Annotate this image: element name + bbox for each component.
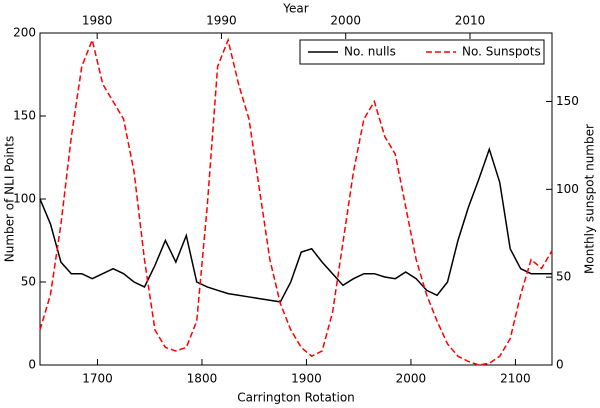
x-tick-label: 2100 [500, 372, 531, 386]
x-axis-label: Carrington Rotation [237, 391, 355, 405]
legend-label: No. nulls [344, 45, 396, 59]
y2-tick-label: 50 [556, 270, 571, 284]
y-tick-label: 150 [13, 109, 36, 123]
x2-axis-label: Year [282, 2, 308, 16]
y2-axis-label: Monthly sunspot number [583, 124, 597, 274]
y-axis-label: Number of NLI Points [3, 136, 17, 262]
y-tick-label: 50 [21, 275, 36, 289]
plot-frame [39, 32, 553, 366]
y2-tick-label: 100 [556, 182, 579, 196]
x-tick-label: 2000 [396, 372, 427, 386]
x-tick-label: 1700 [82, 372, 113, 386]
y-tick-label: 100 [13, 192, 36, 206]
x-tick-label: 1800 [187, 372, 218, 386]
x-tick-label: 1900 [291, 372, 322, 386]
y2-tick-label: 0 [556, 358, 564, 372]
y2-tick-label: 150 [556, 94, 579, 108]
series-line [39, 37, 553, 366]
y-tick-label: 0 [28, 358, 36, 372]
legend-label: No. Sunspots [462, 45, 541, 59]
x2-tick-label: 1980 [82, 14, 113, 28]
x2-tick-label: 1990 [206, 14, 237, 28]
y-tick-label: 200 [13, 26, 36, 40]
legend-box [299, 39, 545, 65]
series-line [39, 146, 552, 303]
x2-tick-label: 2010 [455, 14, 486, 28]
x2-tick-label: 2000 [330, 14, 361, 28]
